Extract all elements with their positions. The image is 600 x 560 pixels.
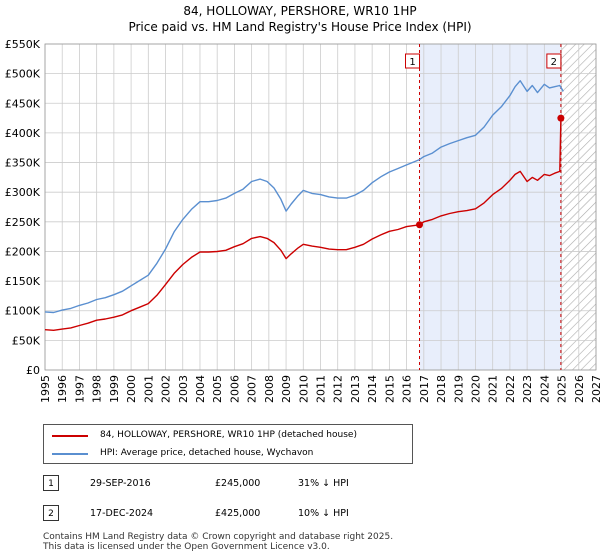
series-line-hpi: [44, 79, 564, 314]
x-tick-label: 2013: [349, 375, 362, 403]
x-tick-label: 2009: [280, 375, 293, 403]
x-tick-label: 1995: [39, 375, 52, 403]
x-tick-label: 2019: [452, 375, 465, 403]
legend-line-property: [52, 435, 88, 437]
sale-marker-box: [546, 53, 562, 69]
y-tick-label: £50K: [12, 334, 41, 347]
x-tick-label: 2014: [366, 375, 379, 403]
footer-licence: This data is licensed under the Open Gov…: [43, 542, 330, 552]
sale-hpi-difference: 10% ↓ HPI: [298, 508, 349, 519]
x-tick-label: 2008: [263, 375, 276, 403]
x-tick-label: 1998: [91, 375, 104, 403]
y-tick-label: £0: [26, 364, 40, 377]
x-tick-label: 2016: [401, 375, 414, 403]
y-tick-label: £150K: [5, 275, 41, 288]
plot-frame: [44, 43, 597, 371]
x-tick-label: 2026: [573, 375, 586, 403]
x-tick-label: 2025: [556, 375, 569, 403]
chart-title-subtitle: Price paid vs. HM Land Registry's House …: [128, 20, 472, 34]
x-tick-label: 1996: [56, 375, 69, 403]
x-tick-label: 2020: [469, 375, 482, 403]
x-tick-label: 2002: [160, 375, 173, 403]
x-tick-label: 2017: [418, 375, 431, 403]
legend-label-property: 84, HOLLOWAY, PERSHORE, WR10 1HP (detach…: [100, 430, 357, 440]
sale-date: 17-DEC-2024: [90, 508, 154, 519]
x-tick-label: 2007: [246, 375, 259, 403]
sale-number-badge: 1: [43, 475, 59, 491]
x-tick-label: 1997: [73, 375, 86, 403]
y-tick-label: £350K: [5, 157, 41, 170]
x-tick-label: 1999: [108, 375, 121, 403]
x-tick-label: 2023: [521, 375, 534, 403]
sale-marker-box: [405, 53, 421, 69]
sale-price: £425,000: [215, 508, 261, 519]
legend-line-hpi: [52, 453, 88, 455]
x-tick-label: 2022: [504, 375, 517, 403]
sale-price: £245,000: [215, 478, 261, 489]
x-tick-label: 2015: [383, 375, 396, 403]
x-tick-label: 2011: [315, 375, 328, 403]
x-tick-label: 2001: [142, 375, 155, 403]
footer-copyright: Contains HM Land Registry data © Crown c…: [43, 532, 394, 542]
sale-marker-label: 1: [409, 57, 415, 68]
x-tick-label: 2005: [211, 375, 224, 403]
sale-point: [557, 114, 565, 122]
y-tick-label: £250K: [5, 216, 41, 229]
x-tick-label: 2003: [177, 375, 190, 403]
chart-legend: 84, HOLLOWAY, PERSHORE, WR10 1HP (detach…: [43, 424, 413, 464]
y-tick-label: £500K: [5, 68, 41, 81]
x-tick-label: 2024: [538, 375, 551, 403]
sale-hpi-difference: 31% ↓ HPI: [298, 478, 349, 489]
y-tick-label: £100K: [5, 305, 41, 318]
y-tick-label: £200K: [5, 245, 41, 258]
x-tick-label: 2012: [332, 375, 345, 403]
x-tick-label: 2027: [590, 375, 600, 403]
y-tick-label: £450K: [5, 97, 41, 110]
y-tick-label: £400K: [5, 127, 41, 140]
sale-number-badge: 2: [43, 505, 59, 521]
legend-label-hpi: HPI: Average price, detached house, Wych…: [100, 448, 314, 458]
x-tick-label: 2010: [297, 375, 310, 403]
sale-date: 29-SEP-2016: [90, 478, 151, 489]
y-tick-label: £550K: [5, 38, 41, 51]
price-chart: £0 £50K £100K £150K £200K £250K £300K £350K £400…: [5, 38, 600, 403]
sale-marker-label: 2: [551, 57, 557, 68]
y-tick-label: £300K: [5, 186, 41, 199]
series-line-property: [44, 117, 564, 331]
chart-title-address: 84, HOLLOWAY, PERSHORE, WR10 1HP: [183, 4, 417, 18]
shaded-ownership-period: [419, 44, 561, 370]
x-tick-label: 2000: [125, 375, 138, 403]
x-tick-label: 2004: [194, 375, 207, 403]
x-tick-label: 2021: [487, 375, 500, 403]
x-tick-label: 2018: [435, 375, 448, 403]
sale-point: [416, 221, 424, 229]
x-tick-label: 2006: [228, 375, 241, 403]
